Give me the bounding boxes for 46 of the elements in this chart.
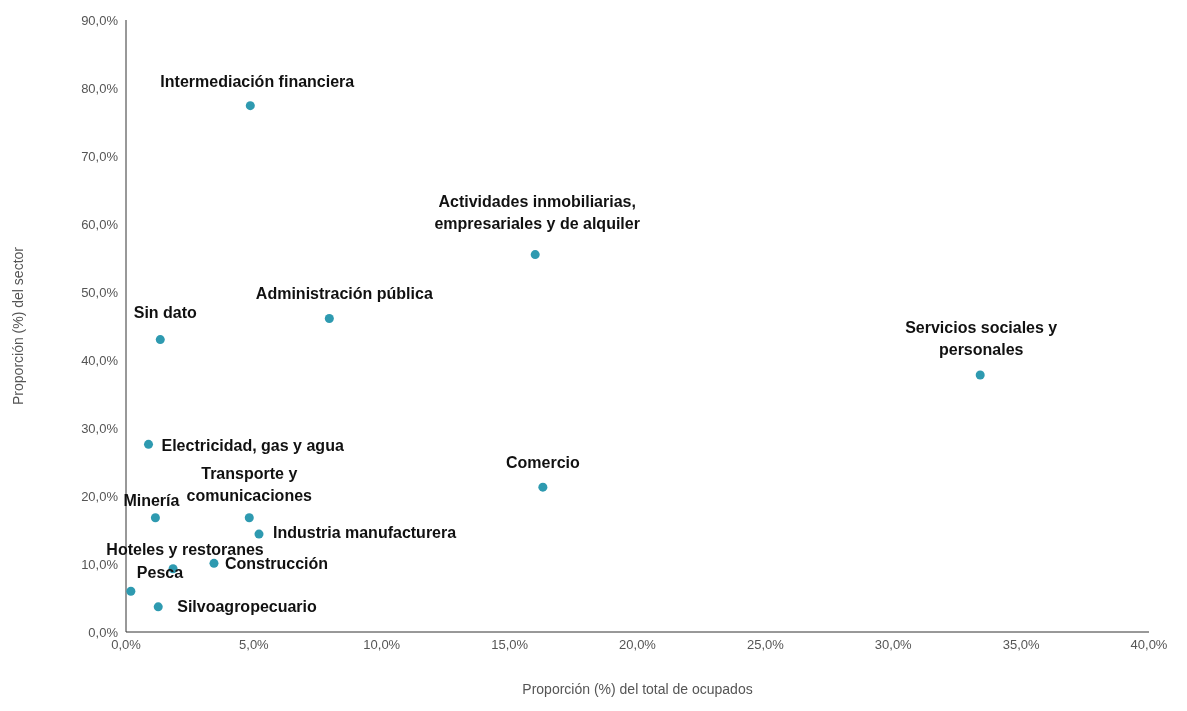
annotation: Comercio (505, 454, 580, 472)
point (150, 513, 160, 523)
annotation: Pesca (136, 564, 184, 582)
point (126, 586, 136, 596)
y-axis-title: Proporción (%) del sector (9, 246, 26, 405)
y-tick-label: 10,0% (81, 556, 119, 572)
annotation: Administración pública (255, 284, 433, 302)
annotation: Silvoagropecuario (177, 598, 318, 616)
x-axis-title: Proporción (%) del total de ocupados (522, 681, 753, 697)
x-tick-label: 0,0% (111, 637, 142, 653)
point (153, 602, 163, 612)
point (254, 529, 264, 539)
annotation: Electricidad, gas y agua (161, 436, 344, 454)
y-tick-label: 20,0% (81, 488, 119, 504)
annotation: Minería (123, 491, 180, 509)
y-tick-label: 40,0% (81, 352, 119, 368)
x-tick-label: 15,0% (491, 637, 529, 653)
annotation: Intermediación financiera (160, 72, 355, 90)
x-tick-label: 10,0% (363, 637, 401, 653)
y-tick-label: 80,0% (81, 80, 119, 96)
y-tick-label: 50,0% (81, 284, 119, 300)
x-tick-label: 25,0% (746, 637, 785, 653)
point (975, 370, 985, 380)
annotation: Servicios sociales y personales (905, 319, 1058, 359)
x-tick-label: 30,0% (874, 637, 913, 653)
point (530, 250, 540, 260)
y-tick-label: 0,0% (88, 624, 119, 640)
y-tick-label: 90,0% (81, 12, 119, 28)
point (155, 335, 165, 345)
point (143, 439, 154, 449)
y-tick-label: 70,0% (81, 148, 119, 164)
point (324, 314, 334, 324)
x-tick-label: 20,0% (619, 637, 657, 653)
annotation: Transporte y comunicaciones (186, 464, 313, 504)
point (538, 482, 548, 492)
x-tick-label: 5,0% (239, 637, 270, 653)
annotation: Actividades inmobiliarias, empresariales y de alquiler (434, 192, 640, 232)
point (244, 513, 254, 523)
annotation: Sin dato (133, 303, 198, 321)
y-tick-label: 60,0% (81, 216, 119, 232)
point (245, 101, 255, 111)
point (209, 558, 219, 568)
annotation: Industria manufacturera (272, 524, 457, 542)
x-tick-label: 35,0% (1002, 637, 1040, 653)
x-tick-label: 40,0% (1130, 637, 1168, 653)
y-tick-label: 30,0% (81, 420, 119, 436)
